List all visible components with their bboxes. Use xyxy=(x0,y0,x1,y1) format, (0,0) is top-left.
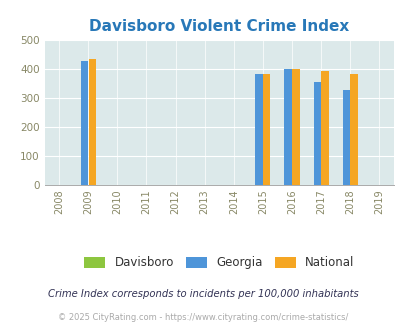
Title: Davisboro Violent Crime Index: Davisboro Violent Crime Index xyxy=(89,19,349,34)
Bar xyxy=(81,61,88,185)
Bar xyxy=(255,75,262,185)
Legend: Davisboro, Georgia, National: Davisboro, Georgia, National xyxy=(79,252,358,274)
Bar xyxy=(284,69,291,185)
Bar xyxy=(350,75,357,185)
Bar xyxy=(88,59,96,185)
Bar xyxy=(321,71,328,185)
Bar xyxy=(292,69,299,185)
Bar xyxy=(342,89,349,185)
Bar xyxy=(262,74,270,185)
Bar xyxy=(313,82,320,185)
Text: © 2025 CityRating.com - https://www.cityrating.com/crime-statistics/: © 2025 CityRating.com - https://www.city… xyxy=(58,313,347,322)
Text: Crime Index corresponds to incidents per 100,000 inhabitants: Crime Index corresponds to incidents per… xyxy=(47,289,358,299)
